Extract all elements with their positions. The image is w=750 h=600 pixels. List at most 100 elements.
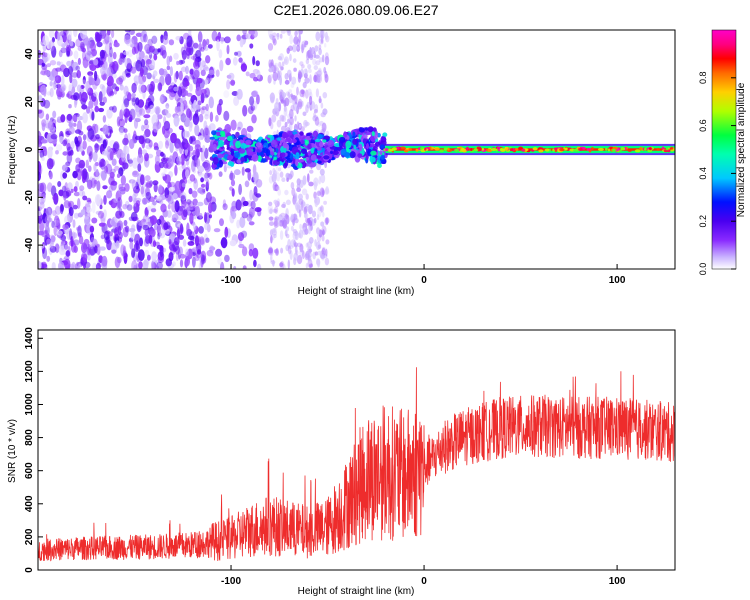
heatmap-cell — [201, 60, 206, 68]
heatmap-cell — [77, 146, 84, 152]
heatmap-cell — [118, 118, 126, 128]
heatmap-cell — [215, 248, 223, 257]
heatmap-cell — [55, 150, 59, 155]
heatmap-cell — [424, 147, 427, 151]
heatmap-cell — [287, 130, 293, 136]
heatmap-cell — [639, 147, 643, 150]
heatmap-cell — [189, 68, 194, 75]
heatmap-cell — [251, 90, 259, 97]
heatmap-cell — [102, 139, 107, 149]
heatmap-cell — [218, 98, 223, 106]
heatmap-cell — [153, 223, 158, 231]
heatmap-cell — [289, 170, 294, 178]
heatmap-cell — [156, 261, 163, 269]
heatmap-cell — [532, 147, 538, 151]
heatmap-cell — [379, 150, 383, 156]
heatmap-cell — [40, 139, 48, 144]
heatmap-cell — [162, 125, 166, 135]
heatmap-cell — [279, 230, 284, 241]
heatmap-cell — [123, 253, 128, 259]
heatmap-cell — [104, 58, 108, 69]
heatmap-cell — [573, 148, 579, 152]
heatmap-cell — [95, 169, 99, 178]
heatmap-cell — [270, 34, 274, 41]
heatmap-cell — [179, 253, 186, 259]
heatmap-cell — [649, 147, 652, 151]
heatmap-cell — [94, 194, 102, 206]
heatmap-cell — [197, 172, 205, 177]
heatmap-cell — [164, 174, 171, 184]
heatmap-cell — [163, 30, 168, 41]
heatmap-cell — [135, 32, 143, 37]
heatmap-cell — [302, 176, 306, 186]
heatmap-cell — [281, 132, 289, 139]
heatmap-cell — [325, 248, 328, 257]
heatmap-cell — [274, 249, 278, 254]
heatmap-cell — [220, 130, 226, 137]
y-tick-label: -20 — [24, 190, 35, 205]
heatmap-cell — [59, 64, 67, 73]
heatmap-cell — [62, 223, 69, 230]
heatmap-cell — [135, 240, 139, 251]
heatmap-cell — [120, 188, 126, 195]
y-tick-label: 0 — [24, 567, 35, 573]
heatmap-cell — [128, 158, 133, 167]
heatmap-cell — [538, 149, 544, 153]
heatmap-cell — [322, 211, 325, 218]
heatmap-cell — [277, 56, 283, 61]
heatmap-cell — [313, 191, 317, 199]
heatmap-cell — [280, 66, 284, 71]
heatmap-cell — [285, 137, 291, 143]
heatmap-cell — [203, 79, 209, 85]
heatmap-cell — [278, 61, 282, 68]
heatmap-cell — [212, 143, 217, 152]
heatmap-cell — [317, 250, 322, 256]
heatmap-cell — [279, 114, 285, 122]
heatmap-cell — [130, 211, 138, 222]
heatmap-cell — [317, 122, 322, 127]
heatmap-cell — [352, 131, 356, 137]
heatmap-cell — [142, 75, 147, 83]
heatmap-cell — [317, 149, 322, 154]
heatmap-cell — [155, 107, 160, 116]
heatmap-cell — [38, 260, 42, 269]
heatmap-cell — [231, 211, 237, 220]
heatmap-cell — [153, 142, 159, 149]
heatmap-cell — [181, 49, 187, 61]
heatmap-cell — [316, 155, 322, 159]
heatmap-cell — [41, 122, 46, 132]
heatmap-cell — [94, 31, 100, 38]
heatmap-cell — [159, 96, 164, 103]
heatmap-cell — [230, 119, 237, 131]
heatmap-cell — [178, 70, 183, 81]
heatmap-cell — [316, 162, 322, 171]
heatmap-cell — [359, 143, 363, 152]
heatmap-cell — [268, 201, 273, 207]
heatmap-cell — [518, 146, 523, 150]
heatmap-cell — [194, 57, 199, 67]
heatmap-cell — [191, 190, 198, 198]
heatmap-cell — [224, 36, 231, 44]
heatmap-cell — [226, 135, 233, 142]
heatmap-cell — [196, 188, 204, 194]
heatmap-cell — [209, 136, 215, 140]
heatmap-cell — [175, 252, 179, 262]
heatmap-cell — [295, 152, 300, 160]
heatmap-cell — [315, 31, 321, 42]
heatmap-cell — [248, 248, 254, 257]
heatmap-cell — [39, 220, 45, 233]
heatmap-cell — [119, 129, 124, 135]
heatmap-cell — [306, 50, 310, 61]
heatmap-cell — [204, 222, 209, 231]
heatmap-cell — [299, 131, 304, 136]
heatmap-cell — [56, 144, 63, 152]
heatmap-cell — [130, 38, 135, 48]
heatmap-cell — [208, 96, 214, 109]
heatmap-cell — [665, 147, 669, 151]
heatmap-cell — [276, 137, 282, 141]
heatmap-cell — [94, 142, 99, 153]
heatmap-cell — [187, 206, 194, 211]
heatmap-cell — [249, 72, 256, 79]
heatmap-cell — [93, 58, 99, 66]
heatmap-cell — [305, 242, 309, 248]
